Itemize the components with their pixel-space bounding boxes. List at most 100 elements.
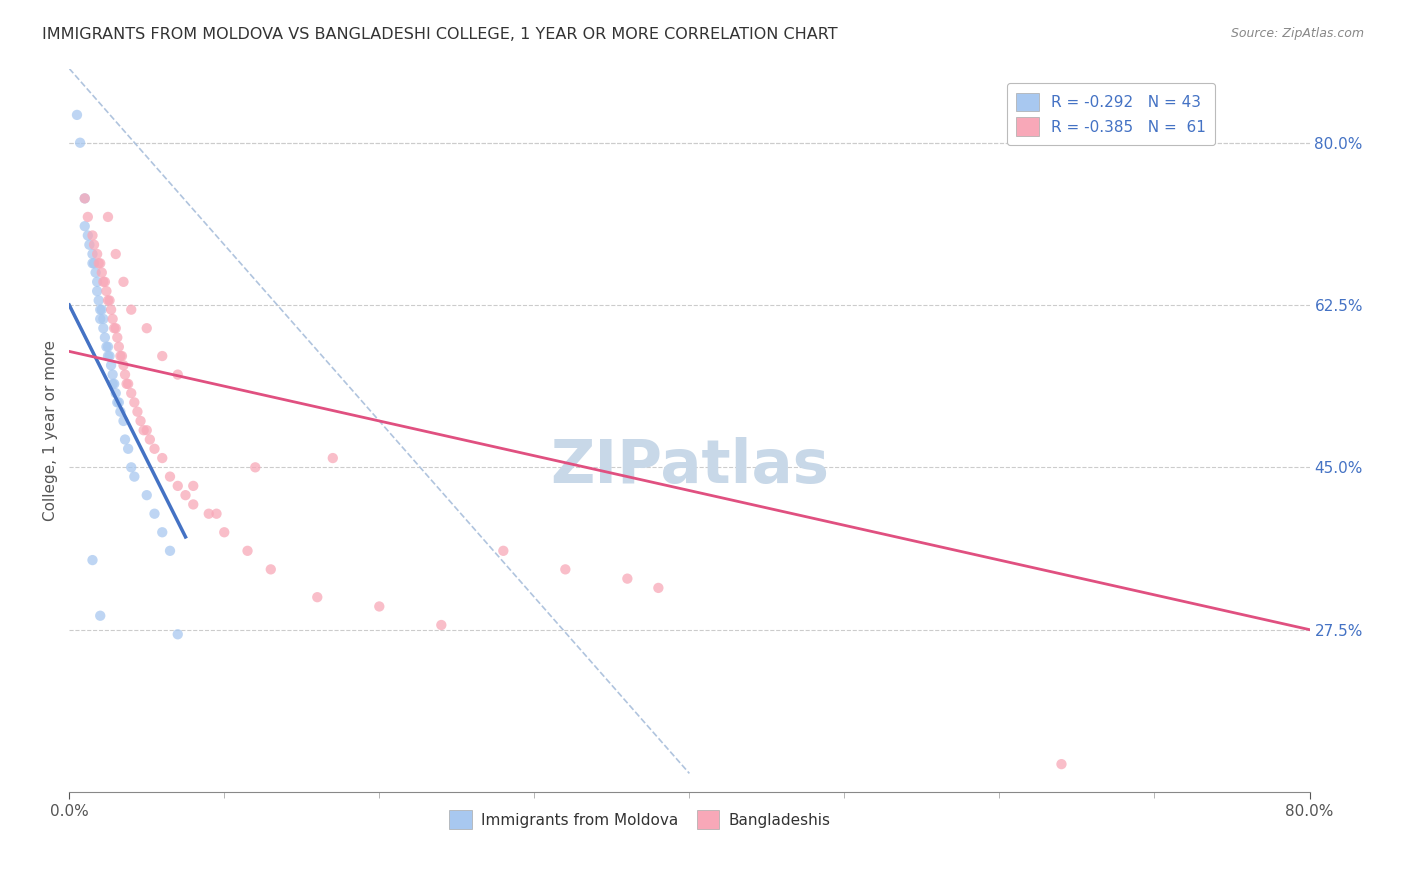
Point [89,256,111,270]
Point [124,469,146,483]
Point [307,590,329,604]
Point [159,469,181,483]
Point [104,386,127,401]
Point [100,302,122,317]
Point [117,376,139,391]
Point [159,544,181,558]
Point [150,349,173,363]
Point [124,395,146,409]
Point [115,376,138,391]
Point [245,460,267,475]
Point [97,293,120,308]
Point [97,340,120,354]
Point [110,349,132,363]
Point [139,433,162,447]
Point [166,368,188,382]
Point [111,349,134,363]
Text: IMMIGRANTS FROM MOLDOVA VS BANGLADESHI COLLEGE, 1 YEAR OR MORE CORRELATION CHART: IMMIGRANTS FROM MOLDOVA VS BANGLADESHI C… [42,27,838,42]
Point [120,386,142,401]
Point [104,247,127,261]
Point [205,507,228,521]
Point [73,191,96,205]
Point [82,247,104,261]
Point [112,275,135,289]
Point [166,479,188,493]
Point [89,608,111,623]
Point [84,266,107,280]
Point [135,321,157,335]
Point [82,228,104,243]
Point [150,451,173,466]
Point [73,219,96,234]
Point [492,544,515,558]
Point [132,423,155,437]
Point [368,599,391,614]
Point [181,479,204,493]
Text: Source: ZipAtlas.com: Source: ZipAtlas.com [1230,27,1364,40]
Point [96,284,118,298]
Point [97,210,120,224]
Point [181,498,204,512]
Legend: Immigrants from Moldova, Bangladeshis: Immigrants from Moldova, Bangladeshis [443,804,837,835]
Point [91,275,114,289]
Point [143,507,166,521]
Point [150,525,173,540]
Point [135,488,157,502]
Point [1050,757,1073,772]
Point [110,405,132,419]
Point [104,321,127,335]
Point [98,349,121,363]
Point [108,340,131,354]
Point [554,562,576,576]
Point [90,302,112,317]
Point [87,293,110,308]
Point [96,340,118,354]
Point [135,423,157,437]
Point [114,368,136,382]
Point [647,581,669,595]
Point [94,275,117,289]
Point [430,618,453,632]
Point [98,293,121,308]
Point [66,108,89,122]
Point [82,553,104,567]
Point [197,507,219,521]
Point [69,136,91,150]
Point [82,256,104,270]
Point [100,359,122,373]
Point [127,405,149,419]
Point [79,237,101,252]
Point [112,359,135,373]
Point [117,442,139,456]
Point [76,210,98,224]
Point [87,256,110,270]
Point [174,488,197,502]
Point [83,237,105,252]
Point [114,433,136,447]
Point [322,451,344,466]
Point [90,266,112,280]
Point [86,275,108,289]
Point [105,330,128,344]
Point [86,284,108,298]
Point [97,349,120,363]
Text: ZIPatlas: ZIPatlas [550,437,830,496]
Point [108,395,131,409]
Point [120,302,142,317]
Point [112,414,135,428]
Point [120,460,142,475]
Point [214,525,236,540]
Point [129,414,152,428]
Point [89,302,111,317]
Point [103,376,125,391]
Y-axis label: College, 1 year or more: College, 1 year or more [44,340,58,521]
Point [143,442,166,456]
Point [103,321,125,335]
Point [260,562,283,576]
Point [101,376,124,391]
Point [89,312,111,326]
Point [236,544,259,558]
Point [83,256,105,270]
Point [616,572,638,586]
Point [101,368,124,382]
